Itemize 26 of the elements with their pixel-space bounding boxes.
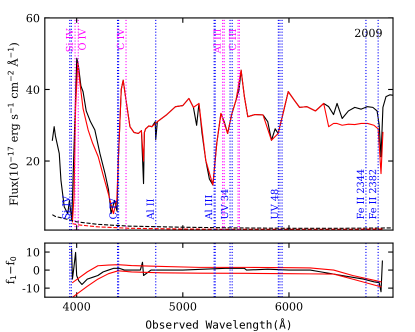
ref-line-label: C IV (116, 28, 124, 50)
y-tick-label: 0 (34, 266, 40, 274)
ref-line-label: C IV (109, 198, 117, 219)
ref-line-label: Al II (146, 199, 154, 220)
y-axis-title: f$_{1}$−f$_{0}$ (6, 256, 16, 284)
annotation: 2009 (355, 28, 382, 38)
x-axis-title: Observed Wavelength(Å) (146, 318, 290, 332)
y-tick-label: 60 (26, 14, 40, 22)
x-tick-label: 4000 (62, 302, 90, 311)
ref-line-label: Fe II 2382 (368, 170, 376, 219)
text: Flux(10$^{−17}$ erg s$^{−1}$ cm$^{−2}$ Å$^{−1}$) (7, 43, 20, 206)
x-tick-label: 6000 (276, 302, 302, 311)
ref-line-label: Si IV (66, 28, 74, 52)
y-tick-label: 10 (27, 248, 40, 256)
y-tick-label: 40 (26, 85, 40, 94)
y-tick-label: 20 (26, 157, 40, 166)
ref-line-label: Al III (213, 29, 221, 54)
ref-line-label: C III (228, 29, 236, 50)
ref-line-label: UV 34 (220, 189, 228, 220)
ref-line-label: Si IV (62, 196, 70, 219)
y-tick-label: -10 (22, 284, 40, 292)
ref-line-label: UV 48 (270, 189, 278, 220)
x-tick-label: 5000 (170, 302, 196, 311)
ref-line-label: Fe II 2344 (356, 169, 364, 219)
ref-line-label: O IV (78, 28, 86, 50)
ref-line-label: Al III (204, 195, 212, 220)
